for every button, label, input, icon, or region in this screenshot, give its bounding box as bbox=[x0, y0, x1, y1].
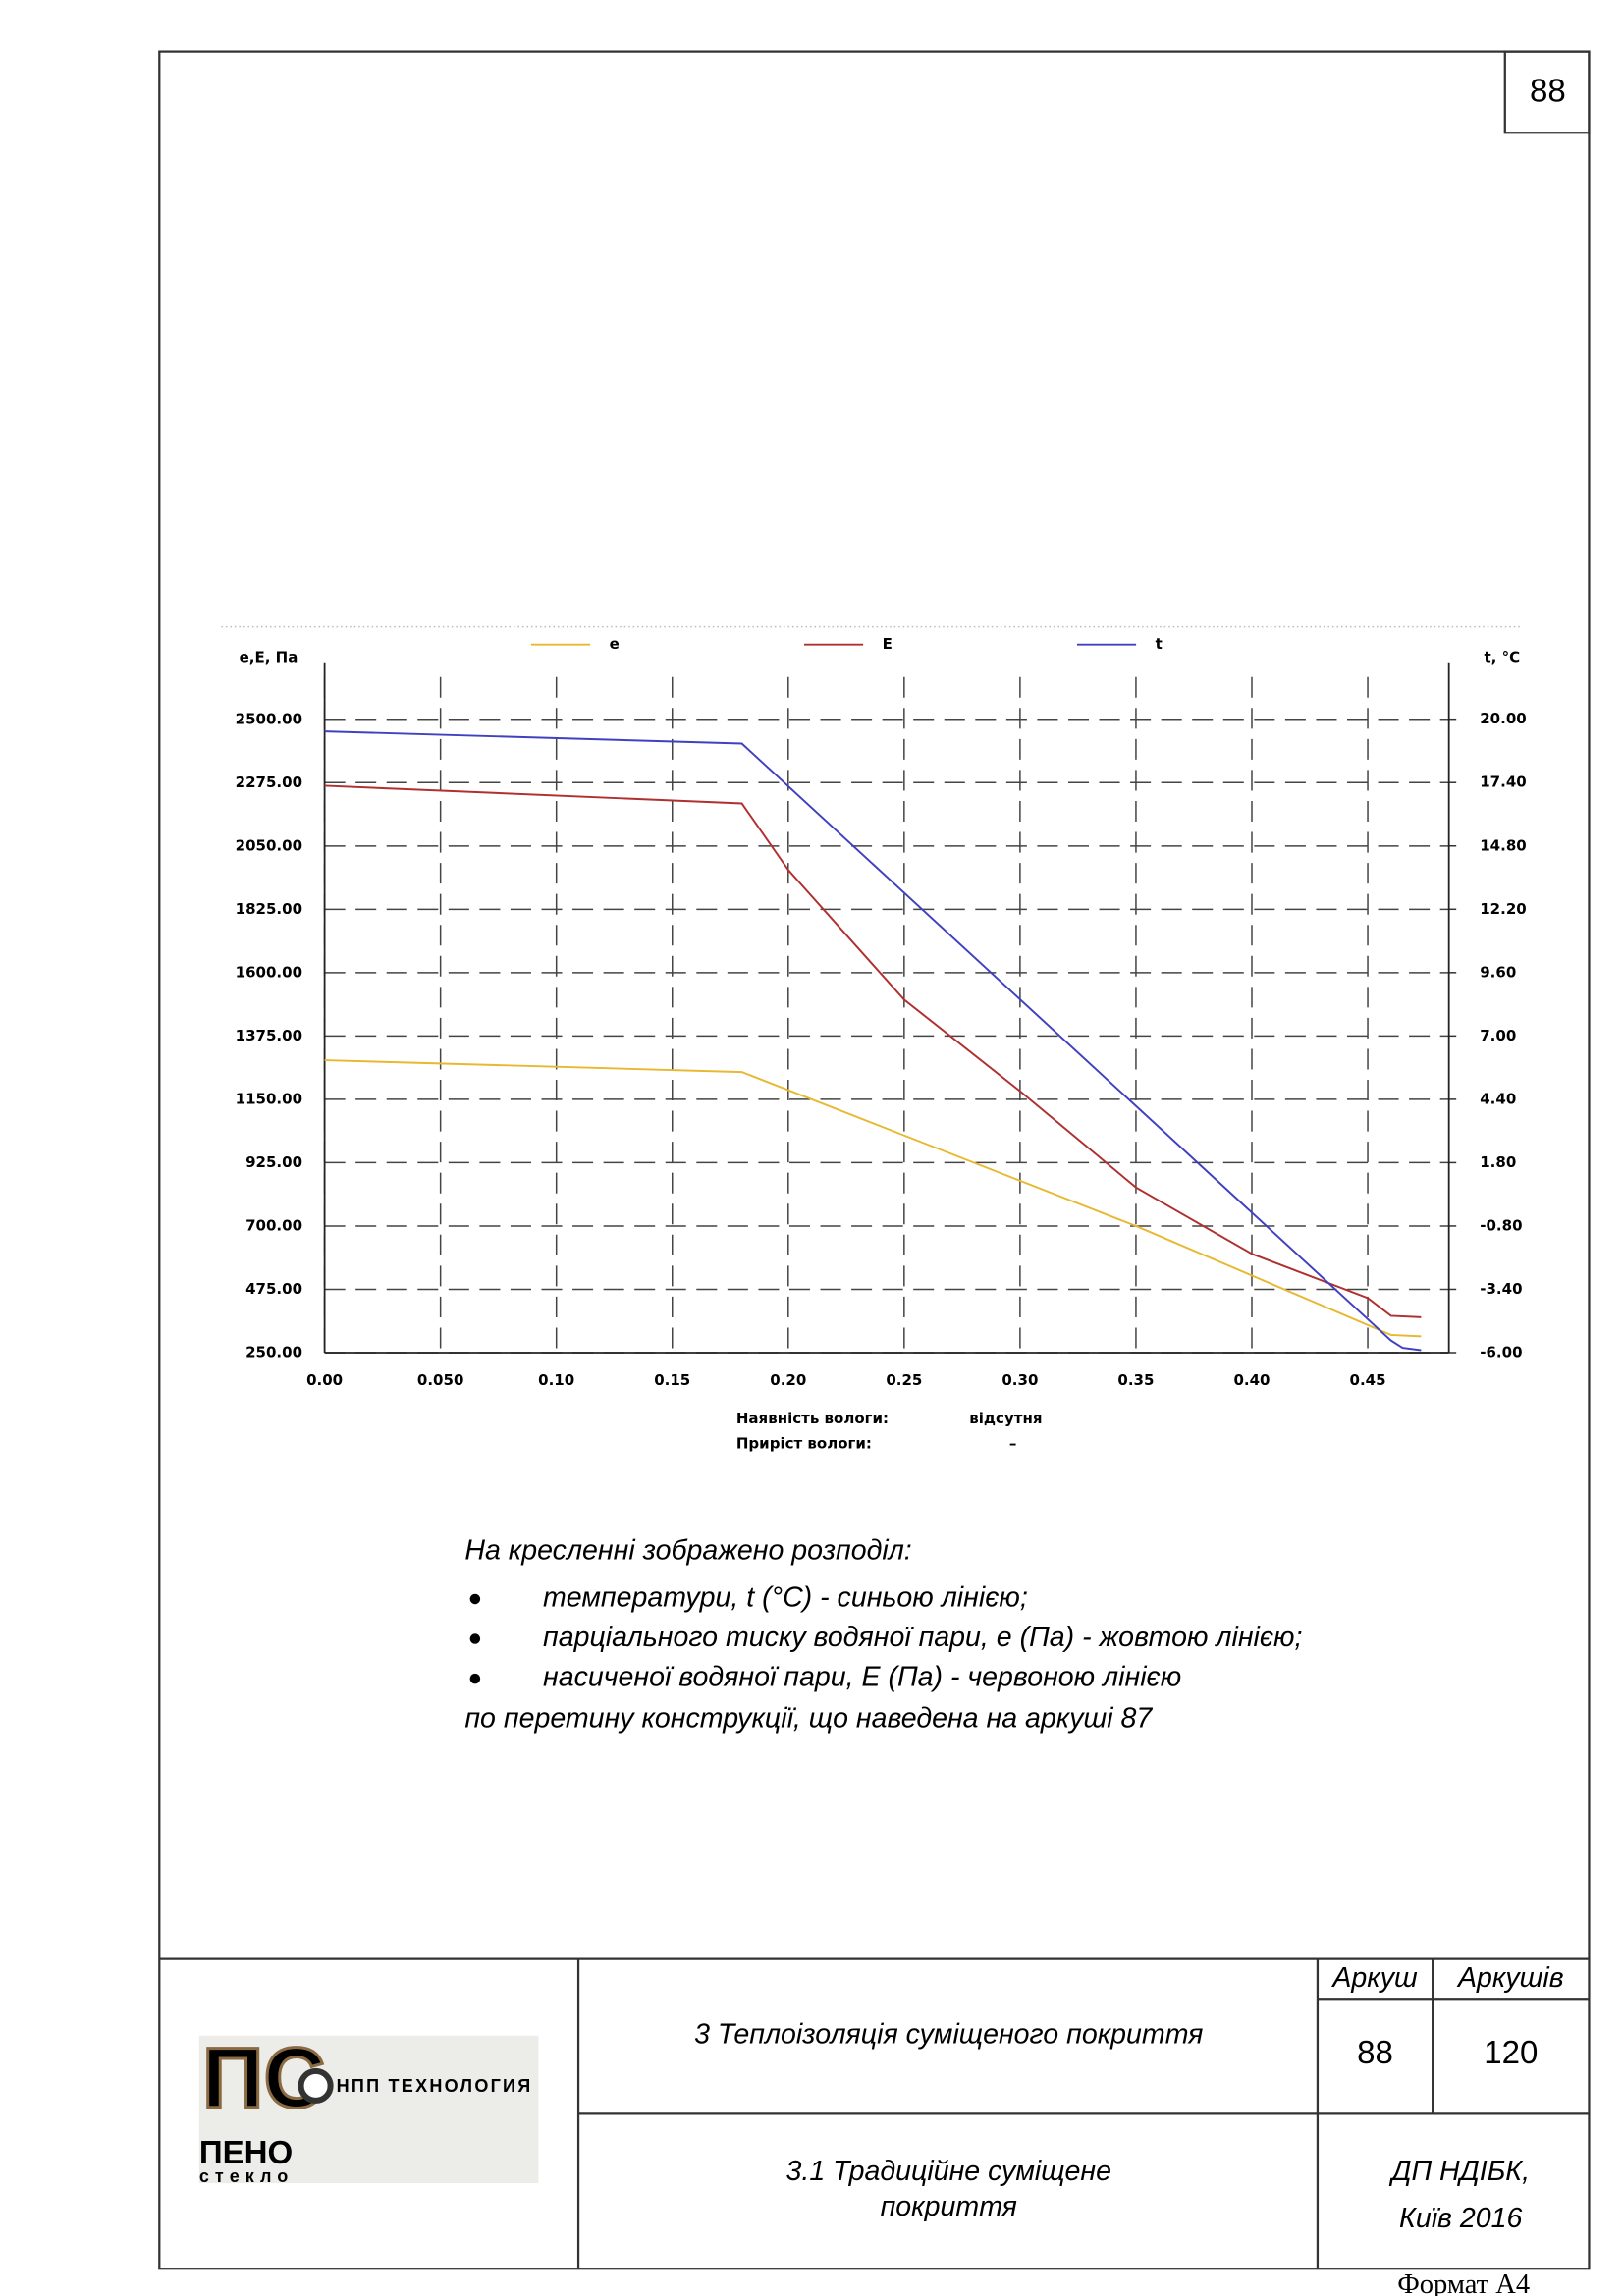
annotation-value: – bbox=[1009, 1435, 1017, 1453]
annotation-label: Наявність вологи: bbox=[736, 1410, 889, 1427]
x-tick-label: 0.40 bbox=[1233, 1371, 1270, 1389]
caption-intro: На кресленні зображено розподіл: bbox=[464, 1534, 911, 1566]
stamp: 3 Теплоізоляція суміщеного покриття Арку… bbox=[159, 1957, 1590, 2296]
bullet bbox=[469, 1673, 481, 1684]
x-tick-label: 0.20 bbox=[770, 1371, 806, 1389]
series-line bbox=[324, 730, 1422, 1352]
annotation-value: відсутня bbox=[969, 1410, 1042, 1427]
format-label: Формат А4 bbox=[1397, 2269, 1530, 2296]
caption-item: температури, t (°C) - синьою лінією; bbox=[543, 1582, 1028, 1614]
bullet bbox=[469, 1593, 481, 1605]
x-tick-label: 0.050 bbox=[417, 1371, 464, 1389]
y2-tick-label: 17.40 bbox=[1480, 774, 1527, 791]
caption: На кресленні зображено розподіл: темпера… bbox=[464, 1534, 1302, 1734]
x-tick-label: 0.35 bbox=[1117, 1371, 1154, 1389]
y2-tick-label: 7.00 bbox=[1480, 1027, 1516, 1044]
y2-tick-label: 4.40 bbox=[1480, 1090, 1516, 1107]
logo-word: стекло bbox=[199, 2166, 294, 2186]
sheet-label: Аркуш bbox=[1330, 1962, 1418, 1994]
x-tick-label: 0.10 bbox=[538, 1371, 574, 1389]
sheet-number: 88 bbox=[1357, 2035, 1393, 2071]
y-tick-label: 475.00 bbox=[245, 1280, 302, 1298]
page-number: 88 bbox=[1530, 73, 1566, 109]
chart: е,Е, Па t, °C 250.00 475.00 700.00 925.00 11… bbox=[221, 625, 1527, 1453]
stamp-title: 3 Теплоізоляція суміщеного покриття bbox=[694, 2018, 1203, 2050]
x-tick-label: 0.00 bbox=[306, 1371, 343, 1389]
y-tick-label: 700.00 bbox=[245, 1216, 302, 1234]
x-tick-label: 0.15 bbox=[654, 1371, 690, 1389]
logo-word: ПЕНО bbox=[199, 2135, 293, 2171]
y-tick-label: 1825.00 bbox=[236, 900, 302, 918]
legend-label: E bbox=[883, 635, 893, 653]
stamp-subtitle: 3.1 Традиційне суміщене bbox=[786, 2156, 1111, 2187]
legend-label: t bbox=[1156, 635, 1163, 653]
y2-tick-label: -0.80 bbox=[1480, 1216, 1522, 1234]
annotation-label: Приріст вологи: bbox=[736, 1435, 872, 1453]
y2-tick-label: -3.40 bbox=[1480, 1280, 1522, 1298]
logo-company: НПП ТЕХНОЛОГИЯ bbox=[337, 2076, 533, 2096]
x-tick-label: 0.30 bbox=[1001, 1371, 1038, 1389]
stamp-subtitle: покриття bbox=[881, 2191, 1017, 2222]
x-tick-label: 0.25 bbox=[886, 1371, 922, 1389]
y-tick-label: 2050.00 bbox=[236, 836, 302, 854]
y-tick-label: 1375.00 bbox=[236, 1027, 302, 1044]
logo-circle bbox=[298, 2067, 334, 2104]
y2-tick-label: 20.00 bbox=[1480, 710, 1527, 727]
caption-item: парціального тиску водяної пари, е (Па) … bbox=[543, 1622, 1302, 1653]
sheets-number: 120 bbox=[1484, 2035, 1538, 2071]
logo: ПС НПП ТЕХНОЛОГИЯ ПЕНО стекло bbox=[198, 2029, 539, 2186]
y-axis-label: е,Е, Па bbox=[240, 649, 298, 667]
organization: Київ 2016 bbox=[1399, 2203, 1523, 2234]
y-tick-label: 925.00 bbox=[245, 1153, 302, 1171]
bullet bbox=[469, 1633, 481, 1644]
logo-background bbox=[198, 2035, 539, 2184]
y2-tick-label: 12.20 bbox=[1480, 900, 1527, 918]
caption-outro: по перетину конструкції, що наведена на … bbox=[464, 1703, 1153, 1735]
page-number-box bbox=[1503, 50, 1591, 134]
y-tick-label: 2275.00 bbox=[236, 774, 302, 791]
y2-tick-label: 1.80 bbox=[1480, 1153, 1516, 1171]
y-tick-label: 1150.00 bbox=[236, 1090, 302, 1107]
caption-item: насиченої водяної пари, Е (Па) - червоно… bbox=[543, 1662, 1181, 1693]
series-line bbox=[324, 1059, 1422, 1338]
series-line bbox=[324, 784, 1422, 1318]
page-frame bbox=[158, 50, 1591, 2270]
y-tick-label: 1600.00 bbox=[236, 963, 302, 981]
y-tick-label: 2500.00 bbox=[236, 710, 302, 727]
y-tick-label: 250.00 bbox=[245, 1344, 302, 1362]
y2-axis-label: t, °C bbox=[1484, 649, 1520, 667]
y2-tick-label: 9.60 bbox=[1480, 963, 1516, 981]
organization: ДП НДІБК, bbox=[1388, 2156, 1530, 2187]
y2-tick-label: 14.80 bbox=[1480, 836, 1527, 854]
legend-label: e bbox=[610, 635, 620, 653]
x-tick-label: 0.45 bbox=[1350, 1371, 1386, 1389]
sheets-label: Аркушів bbox=[1456, 1962, 1564, 1994]
y2-tick-label: -6.00 bbox=[1480, 1344, 1522, 1362]
